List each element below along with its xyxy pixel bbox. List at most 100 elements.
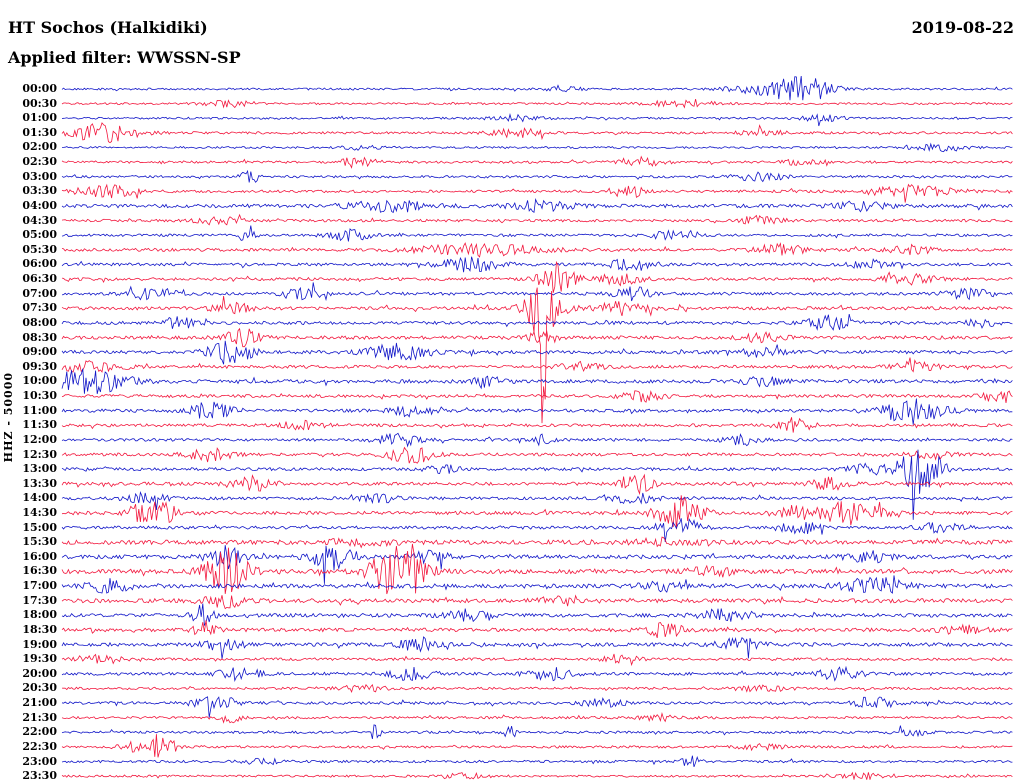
time-label: 20:30 [22, 681, 57, 695]
trace-15:00 [61, 518, 1013, 543]
time-label: 14:00 [22, 491, 57, 505]
time-label: 08:00 [22, 315, 57, 329]
time-label: 01:00 [22, 111, 57, 125]
trace-11:30 [61, 417, 1013, 433]
trace-03:00 [61, 169, 1013, 183]
time-label: 15:00 [22, 520, 57, 534]
trace-16:30 [61, 543, 1013, 595]
time-label: 06:30 [22, 272, 57, 286]
time-label: 23:00 [22, 754, 57, 768]
trace-23:00 [61, 755, 1013, 768]
date-label: 2019-08-22 [911, 18, 1014, 37]
trace-04:30 [61, 213, 1013, 226]
time-label: 13:00 [22, 462, 57, 476]
trace-10:00 [61, 368, 1013, 394]
time-label: 07:00 [22, 286, 57, 300]
time-label: 00:00 [22, 82, 57, 95]
trace-02:30 [61, 155, 1013, 169]
time-label: 21:30 [22, 710, 57, 724]
time-label: 05:00 [22, 228, 57, 242]
time-label: 12:30 [22, 447, 57, 461]
time-label: 15:30 [22, 535, 57, 549]
time-label: 14:30 [22, 505, 57, 519]
time-label: 17:00 [22, 579, 57, 593]
time-label: 23:30 [22, 769, 57, 780]
time-label: 04:00 [22, 198, 57, 212]
trace-14:00 [61, 490, 1013, 510]
time-label: 02:00 [22, 140, 57, 154]
trace-02:00 [62, 142, 1013, 153]
time-label: 04:30 [22, 213, 57, 227]
trace-04:00 [61, 197, 1013, 214]
time-label: 08:30 [22, 330, 57, 344]
time-label: 03:30 [22, 184, 57, 198]
time-label: 12:00 [22, 432, 57, 446]
trace-12:30 [61, 446, 1013, 464]
time-label: 18:00 [22, 608, 57, 622]
time-label: 07:30 [22, 301, 57, 315]
time-label: 11:00 [22, 403, 57, 417]
trace-15:30 [61, 536, 1013, 549]
time-label: 00:30 [22, 96, 57, 110]
time-label: 16:30 [22, 564, 57, 578]
time-axis: 00:00 00:30 01:00 01:30 02:00 02:30 03:00 03:30… [0, 0, 57, 780]
trace-19:00 [61, 636, 1013, 659]
time-label: 05:30 [22, 242, 57, 256]
time-label: 17:30 [22, 593, 57, 607]
time-label: 01:30 [22, 125, 57, 139]
time-label: 16:00 [22, 549, 57, 563]
trace-17:00 [61, 575, 1013, 594]
time-label: 02:30 [22, 155, 57, 169]
trace-21:30 [61, 711, 1013, 724]
time-label: 20:00 [22, 666, 57, 680]
trace-14:30 [61, 495, 1013, 530]
trace-19:30 [61, 653, 1013, 667]
time-label: 19:00 [22, 637, 57, 651]
time-label: 11:30 [22, 418, 57, 432]
trace-01:00 [61, 113, 1013, 127]
trace-00:30 [61, 99, 1013, 109]
trace-05:00 [61, 225, 1013, 242]
trace-00:00 [61, 75, 1013, 101]
trace-06:30 [61, 260, 1013, 293]
trace-12:00 [61, 432, 1013, 448]
trace-20:30 [61, 683, 1013, 693]
trace-20:00 [61, 665, 1013, 682]
trace-03:30 [61, 183, 1013, 203]
time-label: 22:00 [22, 725, 57, 739]
trace-08:00 [61, 314, 1013, 331]
trace-06:00 [61, 256, 1013, 273]
time-label: 09:30 [22, 359, 57, 373]
filter-label: Applied filter: WWSSN-SP [8, 48, 241, 67]
trace-18:00 [61, 603, 1013, 627]
trace-16:00 [61, 545, 1013, 584]
station-title: HT Sochos (Halkidiki) [8, 18, 208, 37]
time-label: 13:30 [22, 476, 57, 490]
trace-05:30 [61, 242, 1013, 258]
time-label: 21:00 [22, 696, 57, 710]
time-label: 10:00 [22, 374, 57, 388]
trace-13:30 [61, 473, 1013, 496]
trace-23:30 [61, 771, 1013, 780]
trace-07:30 [61, 287, 1013, 424]
trace-09:00 [61, 340, 1013, 365]
time-label: 06:00 [22, 257, 57, 271]
trace-17:30 [61, 594, 1013, 610]
time-label: 19:30 [22, 652, 57, 666]
time-label: 09:00 [22, 345, 57, 359]
time-label: 18:30 [22, 622, 57, 636]
trace-18:30 [61, 620, 1013, 639]
time-label: 10:30 [22, 389, 57, 403]
trace-13:00 [61, 449, 1013, 520]
trace-21:00 [61, 696, 1013, 718]
time-label: 22:30 [22, 739, 57, 753]
trace-01:30 [61, 122, 1013, 144]
trace-22:30 [61, 734, 1013, 758]
trace-10:30 [61, 390, 1013, 404]
trace-11:00 [61, 398, 1013, 425]
time-label: 03:00 [22, 169, 57, 183]
trace-09:30 [61, 357, 1013, 373]
trace-08:30 [61, 327, 1013, 348]
